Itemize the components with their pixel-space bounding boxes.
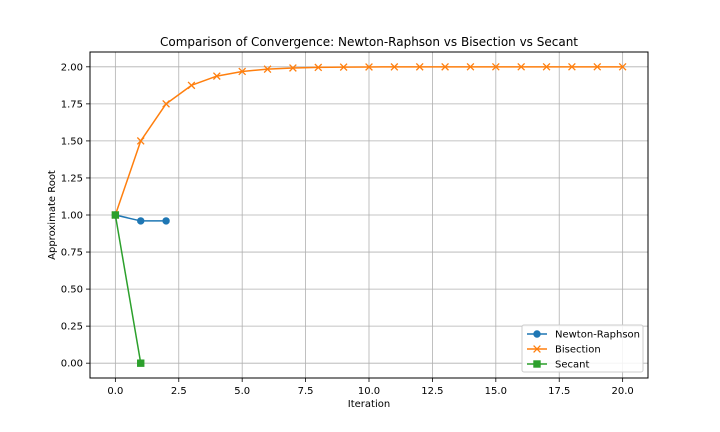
y-tick-label: 1.00 bbox=[61, 211, 83, 222]
legend: Newton-Raphson Bisection Secant bbox=[521, 324, 644, 373]
x-tick-label: 15.0 bbox=[485, 386, 507, 397]
legend-marker-bisection bbox=[533, 345, 541, 353]
data-point-newton-raphson bbox=[162, 217, 170, 225]
legend-label-bisection: Bisection bbox=[555, 345, 601, 356]
data-point-bisection bbox=[365, 63, 373, 71]
data-point-bisection bbox=[390, 63, 399, 71]
data-point-bisection bbox=[415, 62, 424, 71]
data-point-secant bbox=[111, 211, 120, 219]
x-tick-label: 10.0 bbox=[358, 386, 380, 397]
series-line-secant bbox=[114, 214, 142, 364]
data-point-bisection bbox=[339, 63, 348, 71]
data-point-bisection bbox=[136, 137, 145, 145]
legend-marker-newton-raphson bbox=[533, 330, 541, 338]
tick-layer: 0.0 2.5 5.0 7.5 10.0 12.5 15.0 17.5 20.0 0.00 0.25… bbox=[61, 62, 634, 397]
legend-marker-secant bbox=[533, 360, 541, 368]
chart-title: Comparison of Convergence: Newton-Raphso… bbox=[160, 35, 578, 49]
data-point-bisection bbox=[187, 81, 196, 90]
y-tick-label: 2.00 bbox=[61, 62, 83, 73]
data-point-bisection bbox=[314, 63, 323, 72]
data-point-bisection bbox=[618, 62, 627, 71]
data-point-bisection bbox=[517, 62, 526, 71]
data-point-bisection bbox=[263, 65, 272, 73]
legend-label-secant: Secant bbox=[555, 360, 589, 371]
data-point-bisection bbox=[238, 67, 247, 76]
data-point-bisection bbox=[542, 62, 551, 71]
data-point-bisection bbox=[491, 62, 500, 71]
y-tick-label: 0.00 bbox=[61, 359, 83, 370]
series-secant bbox=[111, 211, 145, 367]
series-layer bbox=[111, 62, 627, 367]
data-point-bisection bbox=[162, 100, 170, 108]
data-point-bisection bbox=[466, 62, 475, 71]
x-tick-label: 2.5 bbox=[171, 386, 187, 397]
x-tick-label: 7.5 bbox=[298, 386, 314, 397]
data-point-bisection bbox=[212, 72, 221, 80]
legend-label-newton-raphson: Newton-Raphson bbox=[555, 330, 640, 341]
x-axis-title: Iteration bbox=[348, 399, 390, 410]
x-tick-label: 0.0 bbox=[107, 386, 123, 397]
data-point-newton-raphson bbox=[137, 217, 145, 225]
data-point-bisection bbox=[593, 62, 602, 71]
y-tick-label: 1.25 bbox=[61, 173, 83, 184]
data-point-bisection bbox=[568, 62, 576, 71]
data-point-bisection bbox=[289, 64, 297, 72]
x-tick-label: 5.0 bbox=[234, 386, 250, 397]
x-tick-label: 20.0 bbox=[612, 386, 634, 397]
y-tick-label: 0.75 bbox=[61, 248, 83, 259]
y-tick-label: 0.50 bbox=[61, 285, 83, 296]
y-tick-label: 1.50 bbox=[61, 136, 83, 147]
legend-box bbox=[521, 324, 644, 373]
data-point-secant bbox=[137, 359, 145, 367]
y-tick-label: 0.25 bbox=[61, 322, 83, 333]
x-tick-label: 12.5 bbox=[421, 386, 443, 397]
x-tick-label: 17.5 bbox=[548, 386, 570, 397]
y-axis-title: Approximate Root bbox=[47, 170, 58, 260]
data-point-bisection bbox=[441, 62, 449, 71]
series-bisection bbox=[111, 62, 627, 219]
y-tick-label: 1.75 bbox=[61, 99, 83, 110]
